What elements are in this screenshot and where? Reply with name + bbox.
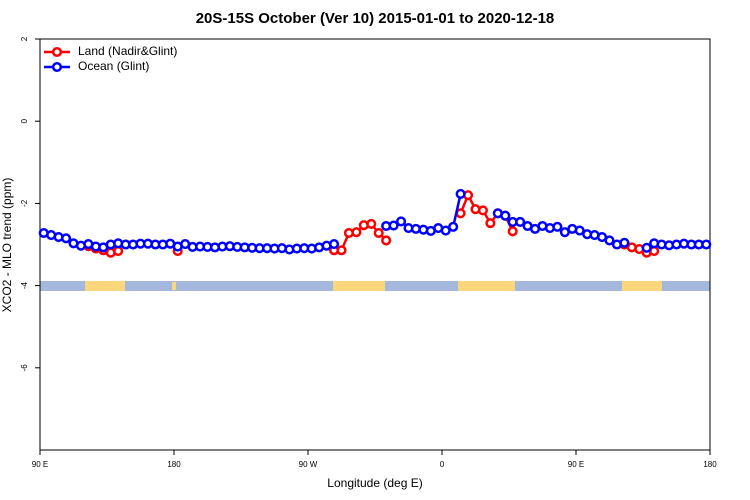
legend-label: Ocean (Glint) bbox=[78, 59, 149, 73]
legend-label: Land (Nadir&Glint) bbox=[78, 44, 177, 58]
data-point bbox=[619, 237, 630, 248]
legend-marker bbox=[51, 46, 63, 58]
x-tick-label: 90 W bbox=[299, 460, 318, 469]
y-tick-label: -4 bbox=[20, 281, 29, 289]
data-point bbox=[641, 242, 652, 253]
data-point bbox=[455, 188, 466, 199]
data-point bbox=[515, 216, 526, 227]
y-tick-label: -6 bbox=[20, 364, 29, 372]
land-band bbox=[622, 281, 662, 291]
surface-band bbox=[40, 281, 710, 291]
data-point bbox=[701, 239, 712, 250]
legend-marker bbox=[51, 61, 63, 73]
data-point bbox=[477, 205, 488, 216]
data-point bbox=[366, 218, 377, 229]
x-tick-label: 90 E bbox=[32, 460, 48, 469]
data-point bbox=[604, 235, 615, 246]
y-tick-label: 0 bbox=[20, 118, 29, 123]
data-point bbox=[329, 239, 340, 250]
legend: Land (Nadir&Glint)Ocean (Glint) bbox=[44, 44, 177, 73]
data-point bbox=[552, 221, 563, 232]
data-point bbox=[440, 225, 451, 236]
data-point bbox=[388, 220, 399, 231]
x-axis-label: Longitude (deg E) bbox=[327, 476, 422, 490]
data-point bbox=[351, 227, 362, 238]
y-tick-label: 2 bbox=[20, 36, 29, 41]
y-tick-label: -2 bbox=[20, 199, 29, 207]
chart-title: 20S-15S October (Ver 10) 2015-01-01 to 2… bbox=[196, 10, 555, 27]
data-point bbox=[396, 216, 407, 227]
data-point bbox=[574, 225, 585, 236]
land-band bbox=[458, 281, 515, 291]
data-point bbox=[336, 245, 347, 256]
data-point bbox=[373, 227, 384, 239]
data-point bbox=[61, 233, 72, 244]
land-band bbox=[85, 281, 125, 291]
data-point bbox=[448, 221, 459, 232]
y-axis-label: XCO2 - MLO trend (ppm) bbox=[0, 178, 14, 313]
data-point bbox=[500, 210, 511, 221]
data-point bbox=[113, 246, 124, 257]
x-tick-label: 90 E bbox=[568, 460, 584, 469]
data-point bbox=[507, 226, 518, 237]
data-point bbox=[485, 218, 496, 229]
x-tick-label: 180 bbox=[703, 460, 717, 469]
x-tick-label: 0 bbox=[440, 460, 445, 469]
land-band bbox=[172, 282, 176, 290]
land-band bbox=[333, 281, 385, 291]
x-tick-label: 180 bbox=[167, 460, 181, 469]
data-point bbox=[381, 235, 392, 246]
